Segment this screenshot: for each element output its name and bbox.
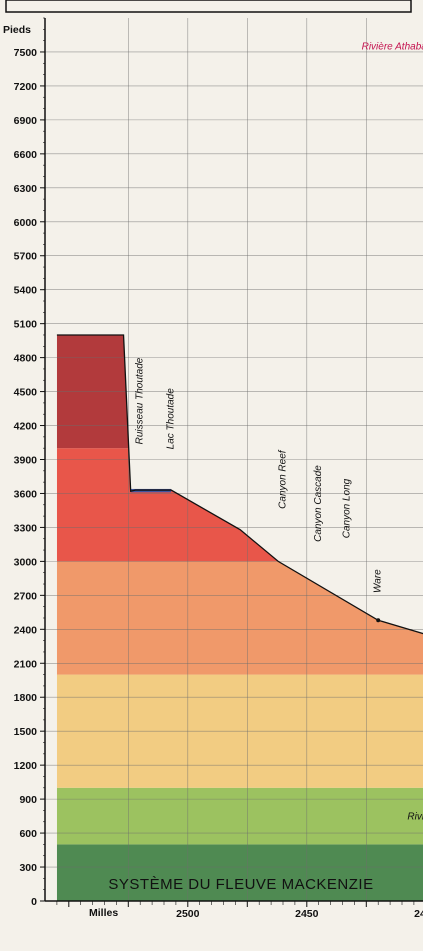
annotations: Rivière AthabascaChamp de glace Columbia… [135,42,423,823]
axes: 300 600 900 1200 1500 1800 2100 2400 2700 3000 330… [14,17,423,920]
y-tick-label: 300 [19,862,37,874]
y-tick-label: 6600 [14,149,38,161]
chart-title: SYSTÈME DU FLEUVE MACKENZIE [108,876,373,893]
annotation-label: Ware [373,569,384,593]
y-tick-label: 1200 [14,760,38,772]
annotation-label: Rivière Finlay [407,811,423,822]
y-tick-label: 5400 [14,285,38,297]
y-tick-label: 6300 [14,183,38,195]
y-tick-label: 5100 [14,319,38,331]
y-tick-label: 0 [31,896,37,908]
y-tick-label: 4800 [14,353,38,365]
x-tick-label: 2400 [414,908,423,920]
annotation-label: Canyon Long [342,478,353,538]
y-tick-label: 3600 [14,488,38,500]
river-profile-line [56,334,423,635]
elevation-band [56,844,423,901]
y-tick-label: 3900 [14,455,38,467]
y-tick-label: 4500 [14,387,38,399]
y-tick-label: 3000 [14,556,38,568]
y-tick-label: 2700 [14,590,38,602]
y-tick-label: 7500 [14,47,38,59]
top-caption-box [5,0,412,13]
annotation-label: Lac Thoutade [166,388,177,450]
y-tick-label: 1800 [14,692,38,704]
grid [45,18,423,901]
annotation-label: Canyon Reef [277,449,288,509]
annotation-label: Canyon Cascade [313,465,324,542]
y-tick-label: 3300 [14,522,38,534]
y-tick-label: 6000 [14,217,38,229]
annotation-label: Rivière Athabasca [362,42,423,53]
elevation-band [56,787,423,845]
y-tick-label: 2400 [14,624,38,636]
y-tick-label: 2100 [14,658,38,670]
x-tick-label: 2500 [176,908,200,920]
y-tick-label: 4200 [14,421,38,433]
river-lines [56,334,423,635]
y-tick-label: 6900 [14,115,38,127]
x-tick-label: 2450 [295,908,319,920]
ware-marker [376,618,381,623]
y-tick-label: 7200 [14,81,38,93]
y-tick-label: 1500 [14,726,38,738]
y-tick-label: 600 [19,828,37,840]
y-tick-label: 900 [19,794,37,806]
annotation-label: Ruisseau Thoutade [135,357,146,444]
x-axis-label: Milles [89,907,118,919]
y-tick-label: 5700 [14,251,38,263]
y-axis-label: Pieds [3,24,31,36]
